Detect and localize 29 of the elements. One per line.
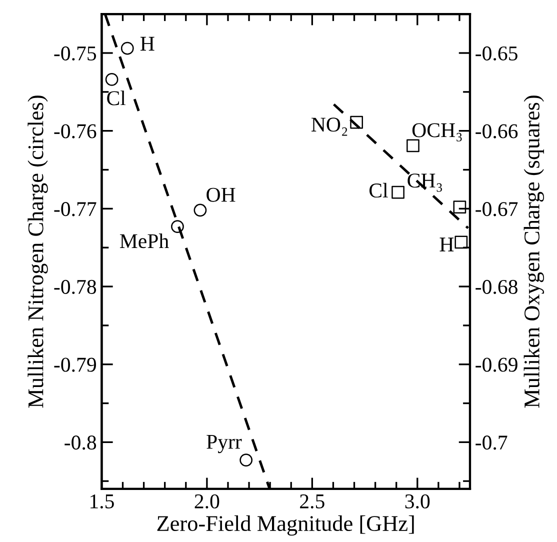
y2-tick-label: -0.67 <box>476 202 518 216</box>
x-tick-label: 2.5 <box>300 494 324 508</box>
x-tick-label: 1.5 <box>90 494 114 508</box>
x-tick-label: 3.0 <box>405 494 430 508</box>
x-tick-label: 2.0 <box>194 494 220 508</box>
y2-tick-label: -0.66 <box>476 124 518 138</box>
annotation: Cl <box>107 90 126 106</box>
annotation: OCH₃ <box>412 123 462 142</box>
annotation: MePh <box>120 234 169 248</box>
y2-tick-label: -0.7 <box>476 436 508 450</box>
y2-axis-title: Mulliken Oxygen Charge (squares) <box>524 96 544 408</box>
x-axis-title: Zero-Field Magnitude [GHz] <box>157 515 414 536</box>
annotation: NO₂ <box>311 118 348 136</box>
y2-tick-label: -0.69 <box>476 358 518 372</box>
y2-tick-label: -0.65 <box>476 46 518 61</box>
y2-tick-label: -0.68 <box>476 280 518 294</box>
y-tick-label: -0.79 <box>54 358 96 372</box>
y-tick-label: -0.75 <box>54 46 96 61</box>
y-tick-label: -0.76 <box>54 124 96 138</box>
y-tick-label: -0.77 <box>54 202 96 216</box>
y-axis-title: Mulliken Nitrogen Charge (circles) <box>28 96 48 408</box>
annotation: Pyrr <box>206 435 242 454</box>
annotation: Cl <box>369 182 388 198</box>
y-tick-label: -0.8 <box>64 436 96 450</box>
y-tick-label: -0.78 <box>54 280 96 294</box>
annotation: OH <box>206 188 236 202</box>
annotation: H <box>140 36 154 51</box>
annotation: H <box>440 238 454 252</box>
annotation: CH₃ <box>408 174 442 192</box>
